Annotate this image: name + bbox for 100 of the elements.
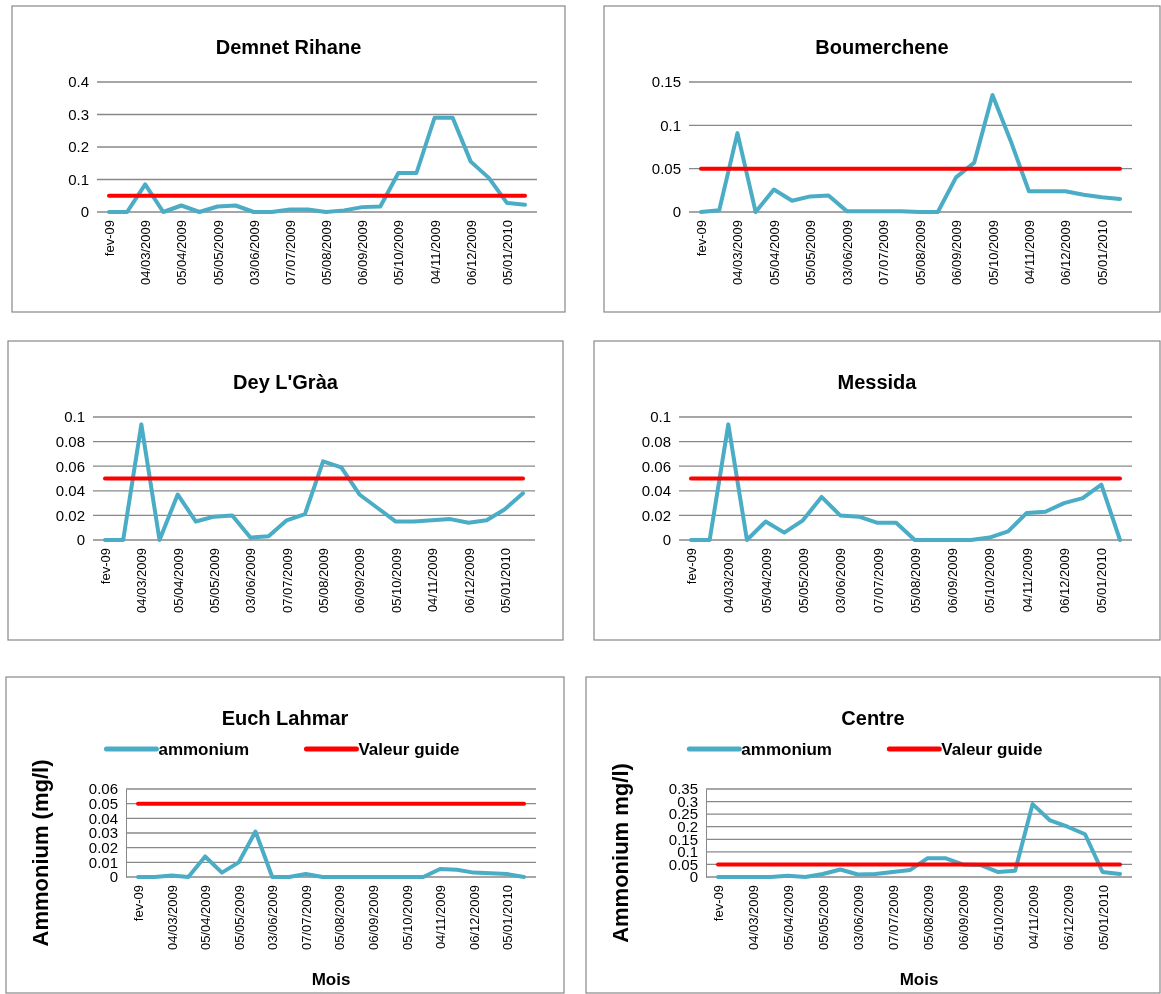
x-tick-label: 05/01/2010: [1095, 885, 1111, 951]
y-tick-label: 0.35: [668, 780, 698, 798]
y-tick-label: 0.02: [55, 506, 85, 524]
x-tick-label: 06/09/2009: [352, 548, 368, 614]
x-tick-label: 07/07/2009: [279, 548, 295, 614]
x-tick-label: 03/06/2009: [839, 220, 855, 286]
line-series: [103, 422, 525, 542]
x-tick-label: 04/11/2009: [1021, 220, 1037, 285]
x-tick-label: fev-09: [711, 885, 727, 922]
y-tick-label: 0.2: [677, 818, 698, 836]
x-tick-label: 05/05/2009: [803, 220, 819, 286]
y-tick-label: 0.06: [55, 457, 85, 475]
x-tick-label: 05/08/2009: [332, 885, 348, 951]
x-tick-label: 03/06/2009: [246, 220, 262, 286]
x-tick-label: 05/10/2009: [982, 548, 998, 614]
y-tick-label: 0.15: [651, 73, 681, 91]
line-series: [689, 422, 1122, 542]
y-tick-label: 0.3: [68, 105, 89, 123]
x-tick-label: 04/11/2009: [433, 885, 449, 950]
chart-title: Messida: [837, 371, 918, 393]
x-tick-label: 05/01/2010: [1094, 220, 1110, 286]
x-tick-label: 06/12/2009: [463, 220, 479, 286]
x-tick-label: 05/08/2009: [907, 548, 923, 614]
y-tick-label: 0: [672, 203, 681, 221]
x-tick-label: 05/10/2009: [391, 220, 407, 286]
x-tick-label: 05/08/2009: [316, 548, 332, 614]
x-tick-label: 05/01/2010: [500, 885, 516, 951]
x-tick-label: 05/10/2009: [985, 220, 1001, 286]
x-tick-label: 07/07/2009: [870, 548, 886, 614]
legend-label: Valeur guide: [941, 740, 1043, 759]
x-tick-label: 06/09/2009: [355, 220, 371, 286]
chart-title: Boumerchene: [815, 36, 949, 58]
x-tick-label: 05/01/2010: [1094, 548, 1110, 614]
x-tick-label: 03/06/2009: [243, 548, 259, 614]
x-tick-label: 04/03/2009: [730, 220, 746, 286]
x-tick-label: 07/07/2009: [282, 220, 298, 286]
y-tick-label: 0.05: [651, 159, 681, 177]
y-tick-label: 0: [109, 868, 118, 886]
y-tick-label: 0.2: [68, 138, 89, 156]
x-tick-label: 07/07/2009: [876, 220, 892, 286]
line-series: [716, 802, 1122, 879]
x-tick-label: fev-09: [694, 220, 710, 257]
line-series: [107, 115, 527, 214]
x-tick-label: 06/09/2009: [955, 885, 971, 951]
y-tick-label: 0.04: [641, 482, 671, 500]
chart-title: Euch Lahmar: [221, 707, 349, 729]
x-tick-label: fev-09: [102, 220, 118, 257]
x-tick-label: 03/06/2009: [833, 548, 849, 614]
x-tick-label: 05/08/2009: [912, 220, 928, 286]
y-tick-label: 0.04: [88, 809, 118, 827]
y-tick-label: 0: [80, 203, 89, 221]
chart-title: Dey L'Gràa: [233, 371, 339, 393]
x-axis-title: Mois: [311, 970, 351, 989]
x-tick-label: 05/05/2009: [795, 548, 811, 614]
y-axis-title: Ammonium (mg/l): [28, 759, 53, 947]
x-tick-label: 06/09/2009: [366, 885, 382, 951]
x-tick-label: 04/03/2009: [138, 220, 154, 286]
chart-title: Centre: [841, 707, 905, 729]
x-tick-label: 05/01/2010: [499, 220, 515, 286]
x-tick-label: 05/04/2009: [766, 220, 782, 286]
y-tick-label: 0.01: [88, 853, 118, 871]
x-tick-label: 06/09/2009: [945, 548, 961, 614]
x-tick-label: 06/12/2009: [461, 548, 477, 614]
x-axis-title: Mois: [899, 970, 939, 989]
x-tick-label: 05/01/2010: [497, 548, 513, 614]
x-tick-label: 04/03/2009: [746, 885, 762, 951]
y-tick-label: 0.02: [641, 506, 671, 524]
x-tick-label: 04/11/2009: [425, 548, 441, 613]
y-tick-label: 0.08: [55, 432, 85, 450]
x-tick-label: 04/03/2009: [134, 548, 150, 614]
legend-label: ammonium: [158, 740, 250, 759]
x-tick-label: 06/12/2009: [1058, 220, 1074, 286]
x-tick-label: fev-09: [131, 885, 147, 922]
x-tick-label: 05/05/2009: [815, 885, 831, 951]
y-tick-label: 0: [76, 531, 85, 549]
x-tick-label: 05/08/2009: [920, 885, 936, 951]
y-tick-label: 0: [662, 531, 671, 549]
x-tick-label: 05/04/2009: [170, 548, 186, 614]
x-tick-label: 04/11/2009: [427, 220, 443, 285]
chart-title: Demnet Rihane: [215, 36, 362, 58]
y-tick-label: 0.1: [650, 408, 671, 426]
x-tick-label: 04/03/2009: [164, 885, 180, 951]
x-tick-label: 04/11/2009: [1019, 548, 1035, 613]
x-tick-label: 07/07/2009: [885, 885, 901, 951]
x-tick-label: 03/06/2009: [850, 885, 866, 951]
x-tick-label: 05/05/2009: [207, 548, 223, 614]
x-tick-label: 05/10/2009: [990, 885, 1006, 951]
y-axis-title: Ammonium mg/l): [608, 763, 633, 943]
x-tick-label: fev-09: [684, 548, 700, 585]
x-tick-label: 05/10/2009: [388, 548, 404, 614]
legend-label: ammonium: [741, 740, 833, 759]
x-tick-label: 06/12/2009: [1057, 548, 1073, 614]
x-tick-label: 05/04/2009: [174, 220, 190, 286]
line-series: [699, 93, 1122, 214]
x-tick-label: 06/12/2009: [1060, 885, 1076, 951]
x-tick-label: 04/11/2009: [1025, 885, 1041, 950]
x-tick-label: 05/04/2009: [198, 885, 214, 951]
y-tick-label: 0.1: [660, 116, 681, 134]
line-series: [136, 829, 526, 879]
x-tick-label: 06/09/2009: [949, 220, 965, 286]
